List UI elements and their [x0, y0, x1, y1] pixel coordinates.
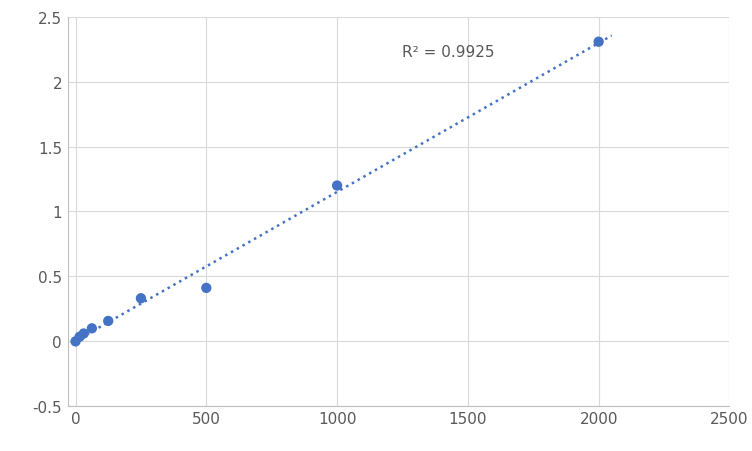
- Point: [135, 295, 147, 302]
- Point: [77, 330, 89, 337]
- Point: [74, 333, 86, 341]
- Point: [331, 183, 343, 190]
- Text: R² = 0.9925: R² = 0.9925: [402, 45, 495, 60]
- Point: [200, 285, 212, 292]
- Point: [86, 325, 98, 332]
- Point: [593, 39, 605, 46]
- Point: [69, 338, 81, 345]
- Point: [102, 318, 114, 325]
